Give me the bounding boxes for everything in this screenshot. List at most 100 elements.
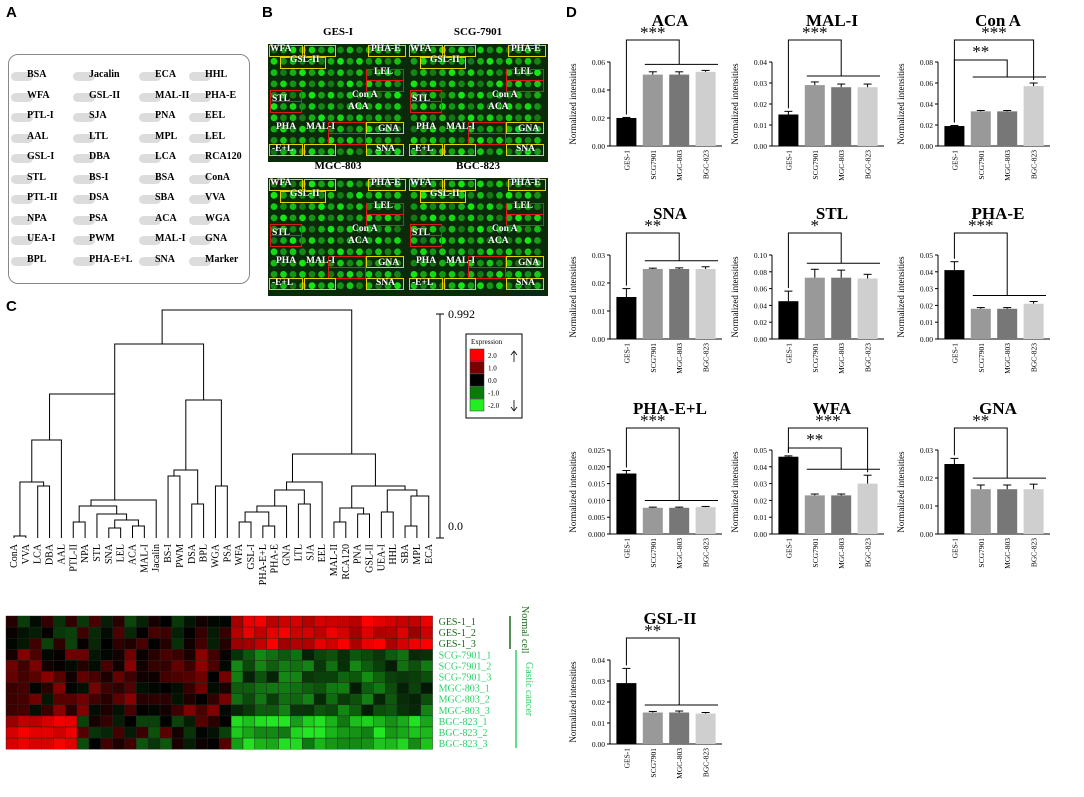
array-spot — [356, 114, 363, 122]
heatmap-cell — [159, 626, 173, 639]
heatmap-cell — [290, 737, 303, 750]
x-tick-label: SCG7901 — [811, 150, 820, 180]
heatmap-cell — [29, 737, 42, 750]
bar — [804, 85, 825, 146]
array-spot — [515, 137, 522, 144]
heatmap-cell — [76, 649, 90, 661]
array-spot — [308, 80, 316, 88]
array-spot — [524, 191, 532, 199]
heatmap-cell — [266, 704, 279, 717]
y-tick-label: 0.06 — [920, 79, 933, 88]
array-spot — [515, 237, 522, 244]
heatmap-cell — [313, 638, 327, 650]
heatmap-cell — [325, 715, 339, 728]
array-spot — [420, 214, 427, 222]
array-spot — [515, 282, 522, 290]
array-spot — [337, 214, 344, 222]
array-spot — [534, 46, 541, 54]
dendrogram-leaf-label: Jacalin — [151, 544, 162, 572]
heatmap-cell — [195, 615, 208, 628]
array-spot — [356, 46, 363, 54]
x-tick-label: BGC-823 — [702, 748, 711, 777]
heatmap-cell — [278, 638, 291, 650]
heatmap-cell — [230, 638, 244, 650]
y-tick-label: 0.005 — [588, 513, 605, 522]
array-spot — [515, 214, 522, 222]
array-spot — [384, 148, 392, 156]
heatmap-cell — [219, 671, 232, 683]
heatmap-cell — [41, 671, 54, 683]
array-lectin-label: LEL — [514, 201, 534, 211]
array-spot — [467, 114, 475, 122]
heatmap-cell — [373, 682, 386, 694]
heatmap-cell — [230, 704, 244, 717]
array-spot — [477, 148, 484, 156]
array-spot — [467, 103, 475, 110]
array-spot — [477, 237, 484, 244]
array-spot — [496, 237, 503, 244]
array-spot — [420, 180, 427, 188]
array-highlight-box — [468, 133, 506, 145]
heatmap-cell — [147, 615, 161, 628]
array-spot — [394, 237, 401, 244]
bar-chart-pha-e: PHA-E 0.00 0.01 0.02 0.03 0.04 0.05 Normalized … — [896, 204, 1050, 374]
y-tick-label: 0.03 — [592, 251, 605, 260]
lectin-label: HHL — [205, 69, 228, 80]
significance-stars: *** — [968, 216, 994, 235]
array-spot — [534, 203, 541, 210]
heatmap-cell — [65, 693, 78, 706]
array-spot — [346, 225, 354, 233]
array-spot — [410, 125, 418, 133]
bar-chart-gsl-ii: GSL-II 0.00 0.01 0.02 0.03 0.04 Normalized int… — [568, 609, 722, 779]
array-spot — [308, 214, 316, 222]
x-tick-label: GES-1 — [784, 343, 793, 364]
array-spot — [289, 180, 297, 188]
heatmap-cell — [278, 737, 291, 750]
heatmap-cell — [420, 660, 433, 672]
array-spot — [410, 225, 418, 233]
array-spot — [337, 191, 344, 199]
array-spot — [346, 57, 354, 65]
heatmap-cell — [207, 704, 220, 717]
heatmap-cell — [325, 671, 339, 683]
heatmap-row-label: MGC-803_2 — [439, 695, 490, 706]
array-spot — [346, 259, 354, 267]
array-spot — [365, 248, 373, 256]
array-spot — [308, 114, 316, 122]
dendrogram-branch — [244, 511, 270, 526]
y-tick-label: 0.06 — [592, 58, 605, 67]
x-tick-label: BGC-823 — [702, 343, 711, 372]
array-highlight-box — [368, 179, 406, 191]
bar — [669, 712, 690, 744]
array-spot — [327, 137, 335, 144]
array-lectin-label: PHA-E — [371, 178, 401, 188]
heatmap-cell — [266, 638, 279, 650]
array-spot — [448, 248, 456, 256]
heatmap-cell — [266, 682, 279, 694]
dendrogram-leaf-label: GNA — [282, 543, 293, 565]
array-spot — [429, 180, 437, 188]
heatmap-cell — [124, 626, 137, 639]
array-spot — [458, 148, 465, 156]
array-spot — [420, 125, 427, 133]
array-spot — [337, 57, 344, 65]
heatmap-cell — [53, 626, 66, 639]
heatmap-cell — [290, 693, 303, 706]
array-spot — [270, 180, 278, 188]
array-spot — [299, 103, 306, 110]
array-spot — [477, 80, 484, 88]
group-label-normal: Normal cell — [519, 606, 530, 654]
array-spot — [365, 203, 373, 210]
array-spot — [299, 80, 306, 88]
heatmap-cell — [230, 737, 244, 750]
array-spot — [505, 237, 513, 244]
lectin-label: BS-I — [89, 171, 109, 183]
array-spot — [448, 191, 456, 199]
array-lectin-label: LEL — [374, 201, 394, 211]
heatmap-cell — [100, 704, 113, 717]
dendrogram-leaf-label: PSA — [222, 543, 233, 562]
significance-bracket — [625, 427, 680, 501]
array-spot — [327, 103, 335, 110]
array-highlight-box — [506, 144, 544, 156]
heatmap-cell — [385, 715, 398, 728]
